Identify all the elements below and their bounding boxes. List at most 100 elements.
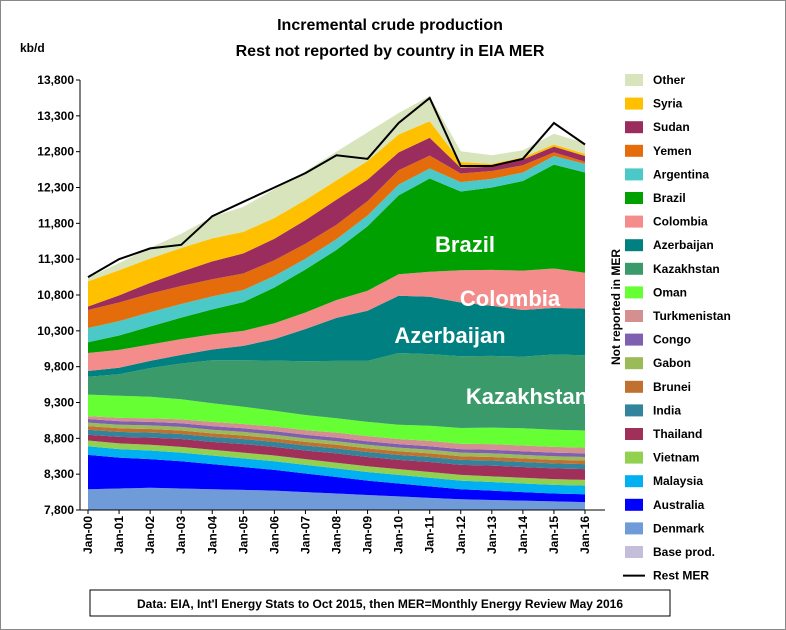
legend-label: Oman <box>653 285 687 299</box>
legend-swatch <box>625 546 643 558</box>
legend-label: Australia <box>653 498 705 512</box>
area-12 <box>88 353 585 431</box>
legend-label: Colombia <box>653 215 708 229</box>
side-note: Not reported in MER <box>609 249 623 365</box>
legend-label: Brunei <box>653 380 691 394</box>
plot-areas <box>87 96 586 510</box>
footnote-box <box>89 589 671 617</box>
legend-swatch <box>625 522 643 535</box>
legend-swatch <box>625 121 643 134</box>
x-tick-label: Jan-02 <box>143 516 157 554</box>
area-10 <box>88 416 585 454</box>
x-tick-label: Jan-13 <box>485 516 499 554</box>
x-tick-label: Jan-11 <box>423 516 437 554</box>
legend-swatch <box>625 310 643 322</box>
legend-label: Thailand <box>653 427 702 441</box>
x-tick-label: Jan-10 <box>392 516 406 554</box>
x-tick-label: Jan-08 <box>330 516 344 554</box>
area-annotation: Kazakhstan <box>466 384 588 409</box>
y-tick-label: 12,800 <box>37 145 74 159</box>
legend-swatch <box>625 333 643 346</box>
legend-swatch <box>625 215 643 228</box>
legend-label: Argentina <box>653 167 709 181</box>
legend-label: Gabon <box>653 356 691 370</box>
area-9 <box>88 418 585 457</box>
legend-swatch <box>625 97 643 110</box>
legend-label: Turkmenistan <box>653 309 731 323</box>
legend-swatch <box>625 404 643 417</box>
area-14 <box>88 268 585 371</box>
area-4 <box>88 440 585 486</box>
x-tick-label: Jan-00 <box>81 516 95 554</box>
legend-label: Other <box>653 73 685 87</box>
y-tick-label: 11,300 <box>38 252 74 266</box>
legend-label: India <box>653 403 681 417</box>
legend-label: Syria <box>653 97 683 111</box>
legend-swatch <box>625 380 643 393</box>
legend-label: Azerbaijan <box>653 238 714 252</box>
y-axis-label: kb/d <box>20 41 45 55</box>
legend-label: Kazakhstan <box>653 262 720 276</box>
x-tick-label: Jan-15 <box>547 516 561 554</box>
legend-label: Malaysia <box>653 474 703 488</box>
area-5 <box>88 434 585 480</box>
x-tick-label: Jan-06 <box>267 516 281 554</box>
x-tick-label: Jan-03 <box>174 516 188 554</box>
legend-swatch <box>625 74 643 86</box>
y-tick-label: 13,800 <box>37 73 74 87</box>
legend-swatch <box>625 144 643 157</box>
legend-swatch <box>625 357 643 370</box>
x-tick-label: Jan-12 <box>454 516 468 554</box>
x-tick-label: Jan-14 <box>516 516 530 554</box>
y-tick-label: 9,800 <box>44 360 74 374</box>
x-tick-label: Jan-09 <box>361 516 375 554</box>
area-20 <box>88 96 585 282</box>
legend-label: Rest MER <box>653 569 709 583</box>
area-1 <box>88 487 585 510</box>
area-annotation: Brazil <box>435 232 495 257</box>
area-annotation: Colombia <box>460 286 561 311</box>
legend-swatch <box>625 192 643 204</box>
legend-swatch <box>625 262 643 275</box>
legend-label: Vietnam <box>653 451 699 465</box>
legend-swatch <box>625 168 643 181</box>
y-tick-label: 8,800 <box>44 431 74 445</box>
area-6 <box>88 429 585 470</box>
legend-swatch <box>625 475 643 488</box>
legend-swatch <box>625 451 643 464</box>
area-19 <box>88 121 585 307</box>
legend-label: Congo <box>653 333 691 347</box>
y-tick-label: 10,300 <box>37 324 74 338</box>
legend-swatch <box>625 286 643 299</box>
y-tick-label: 13,300 <box>37 109 74 123</box>
area-3 <box>88 446 585 495</box>
y-tick-label: 11,800 <box>38 216 74 230</box>
y-tick-label: 7,800 <box>44 503 74 517</box>
y-tick-label: 9,300 <box>44 396 74 410</box>
area-13 <box>88 295 585 377</box>
chart-title: Incremental crude production <box>277 17 503 34</box>
legend-label: Base prod. <box>653 545 715 559</box>
legend-label: Yemen <box>653 144 692 158</box>
y-tick-label: 10,800 <box>37 288 74 302</box>
chart-subtitle: Rest not reported by country in EIA MER <box>236 43 545 60</box>
x-tick-label: Jan-07 <box>298 516 312 554</box>
area-17 <box>88 152 585 328</box>
y-tick-label: 12,300 <box>37 181 74 195</box>
footnote: Data: EIA, Int'l Energy Stats to Oct 201… <box>137 597 623 611</box>
legend-label: Denmark <box>653 521 705 535</box>
area-8 <box>88 422 585 461</box>
x-tick-label: Jan-05 <box>236 516 250 554</box>
legend-label: Brazil <box>653 191 686 205</box>
legend-swatch <box>625 498 643 511</box>
legend-label: Sudan <box>653 120 690 134</box>
area-15 <box>88 164 585 354</box>
y-tick-label: 8,300 <box>44 467 74 481</box>
x-tick-label: Jan-16 <box>578 516 592 554</box>
area-18 <box>88 137 585 311</box>
area-7 <box>88 426 585 465</box>
rest-mer-line <box>87 96 586 278</box>
area-16 <box>88 155 585 343</box>
area-2 <box>88 454 585 503</box>
legend-swatch <box>625 239 643 252</box>
